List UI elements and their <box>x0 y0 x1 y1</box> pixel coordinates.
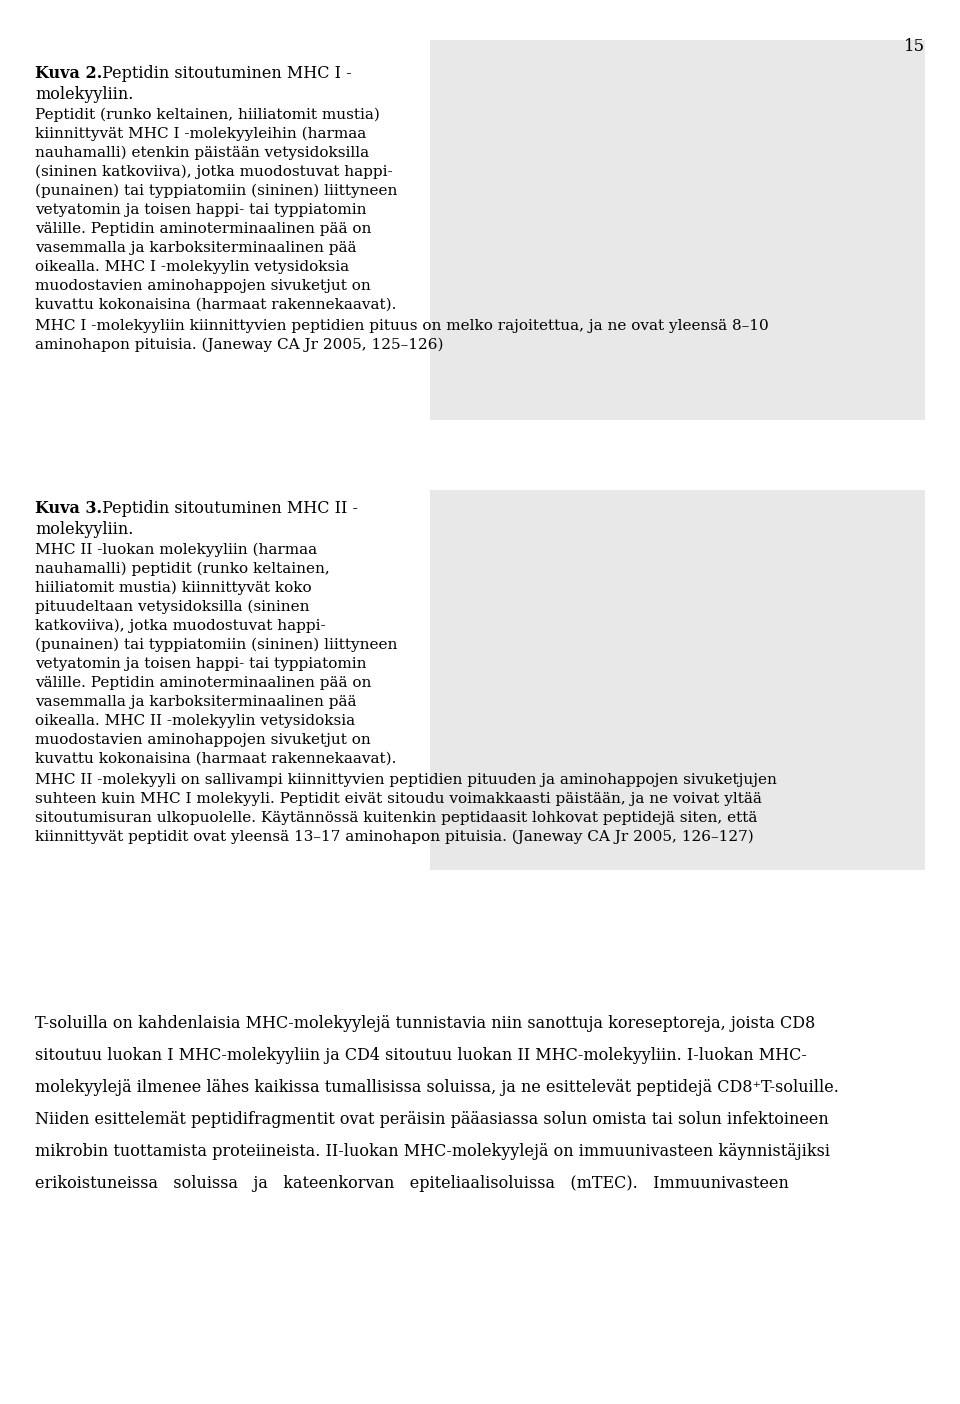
Text: Peptidit (runko keltainen, hiiliatomit mustia): Peptidit (runko keltainen, hiiliatomit m… <box>35 108 380 122</box>
Text: mikrobin tuottamista proteiineista. II-luokan MHC-molekyylejä on immuunivasteen : mikrobin tuottamista proteiineista. II-l… <box>35 1143 830 1160</box>
Text: Peptidin sitoutuminen MHC I -: Peptidin sitoutuminen MHC I - <box>97 65 351 81</box>
Text: Kuva 3.: Kuva 3. <box>35 500 102 517</box>
Text: nauhamalli) etenkin päistään vetysidoksilla: nauhamalli) etenkin päistään vetysidoksi… <box>35 146 370 160</box>
Text: (punainen) tai typpiatomiin (sininen) liittyneen: (punainen) tai typpiatomiin (sininen) li… <box>35 184 397 198</box>
Bar <box>430 39 925 420</box>
Text: hiiliatomit mustia) kiinnittyvät koko: hiiliatomit mustia) kiinnittyvät koko <box>35 581 312 595</box>
Text: vetyatomin ja toisen happi- tai typpiatomin: vetyatomin ja toisen happi- tai typpiato… <box>35 657 367 671</box>
Text: MHC I -molekyyliin kiinnittyvien peptidien pituus on melko rajoitettua, ja ne ov: MHC I -molekyyliin kiinnittyvien peptidi… <box>35 319 769 333</box>
Text: oikealla. MHC II -molekyylin vetysidoksia: oikealla. MHC II -molekyylin vetysidoksi… <box>35 715 355 729</box>
Text: Peptidin sitoutuminen MHC II -: Peptidin sitoutuminen MHC II - <box>97 500 358 517</box>
Text: vasemmalla ja karboksiterminaalinen pää: vasemmalla ja karboksiterminaalinen pää <box>35 241 356 256</box>
Text: molekyyliin.: molekyyliin. <box>35 521 133 538</box>
Text: vasemmalla ja karboksiterminaalinen pää: vasemmalla ja karboksiterminaalinen pää <box>35 695 356 709</box>
Text: kuvattu kokonaisina (harmaat rakennekaavat).: kuvattu kokonaisina (harmaat rakennekaav… <box>35 298 396 312</box>
Text: nauhamalli) peptidit (runko keltainen,: nauhamalli) peptidit (runko keltainen, <box>35 562 329 577</box>
Text: T-soluilla on kahdenlaisia MHC-molekyylejä tunnistavia niin sanottuja koreseptor: T-soluilla on kahdenlaisia MHC-molekyyle… <box>35 1015 815 1032</box>
Text: vetyatomin ja toisen happi- tai typpiatomin: vetyatomin ja toisen happi- tai typpiato… <box>35 204 367 218</box>
Text: sitoutumisuran ulkopuolelle. Käytännössä kuitenkin peptidaasit lohkovat peptidej: sitoutumisuran ulkopuolelle. Käytännössä… <box>35 812 757 826</box>
Text: MHC II -luokan molekyyliin (harmaa: MHC II -luokan molekyyliin (harmaa <box>35 543 317 557</box>
Text: Niiden esittelemät peptidifragmentit ovat peräisin pääasiassa solun omista tai s: Niiden esittelemät peptidifragmentit ova… <box>35 1111 828 1127</box>
Text: 15: 15 <box>904 38 925 55</box>
Text: muodostavien aminohappojen sivuketjut on: muodostavien aminohappojen sivuketjut on <box>35 279 371 293</box>
Text: muodostavien aminohappojen sivuketjut on: muodostavien aminohappojen sivuketjut on <box>35 733 371 747</box>
Text: oikealla. MHC I -molekyylin vetysidoksia: oikealla. MHC I -molekyylin vetysidoksia <box>35 260 349 274</box>
Text: (punainen) tai typpiatomiin (sininen) liittyneen: (punainen) tai typpiatomiin (sininen) li… <box>35 637 397 653</box>
Text: suhteen kuin MHC I molekyyli. Peptidit eivät sitoudu voimakkaasti päistään, ja n: suhteen kuin MHC I molekyyli. Peptidit e… <box>35 792 762 806</box>
Text: erikoistuneissa   soluissa   ja   kateenkorvan   epiteliaalisoluissa   (mTEC).  : erikoistuneissa soluissa ja kateenkorvan… <box>35 1175 789 1192</box>
Text: Kuva 2.: Kuva 2. <box>35 65 103 81</box>
Bar <box>430 490 925 870</box>
Text: kiinnittyvät MHC I -molekyyleihin (harmaa: kiinnittyvät MHC I -molekyyleihin (harma… <box>35 126 367 142</box>
Text: (sininen katkoviiva), jotka muodostuvat happi-: (sininen katkoviiva), jotka muodostuvat … <box>35 166 393 180</box>
Text: välille. Peptidin aminoterminaalinen pää on: välille. Peptidin aminoterminaalinen pää… <box>35 675 372 689</box>
Text: molekyylejä ilmenee lähes kaikissa tumallisissa soluissa, ja ne esittelevät pept: molekyylejä ilmenee lähes kaikissa tumal… <box>35 1080 839 1097</box>
Text: kiinnittyvät peptidit ovat yleensä 13–17 aminohapon pituisia. (Janeway CA Jr 200: kiinnittyvät peptidit ovat yleensä 13–17… <box>35 830 754 844</box>
Text: molekyyliin.: molekyyliin. <box>35 86 133 102</box>
Text: pituudeltaan vetysidoksilla (sininen: pituudeltaan vetysidoksilla (sininen <box>35 600 309 615</box>
Text: MHC II -molekyyli on sallivampi kiinnittyvien peptidien pituuden ja aminohappoje: MHC II -molekyyli on sallivampi kiinnitt… <box>35 774 777 788</box>
Text: sitoutuu luokan I MHC-molekyyliin ja CD4 sitoutuu luokan II MHC-molekyyliin. I-l: sitoutuu luokan I MHC-molekyyliin ja CD4… <box>35 1047 806 1064</box>
Text: katkoviiva), jotka muodostuvat happi-: katkoviiva), jotka muodostuvat happi- <box>35 619 325 633</box>
Text: aminohapon pituisia. (Janeway CA Jr 2005, 125–126): aminohapon pituisia. (Janeway CA Jr 2005… <box>35 338 444 352</box>
Text: kuvattu kokonaisina (harmaat rakennekaavat).: kuvattu kokonaisina (harmaat rakennekaav… <box>35 753 396 767</box>
Text: välille. Peptidin aminoterminaalinen pää on: välille. Peptidin aminoterminaalinen pää… <box>35 222 372 236</box>
